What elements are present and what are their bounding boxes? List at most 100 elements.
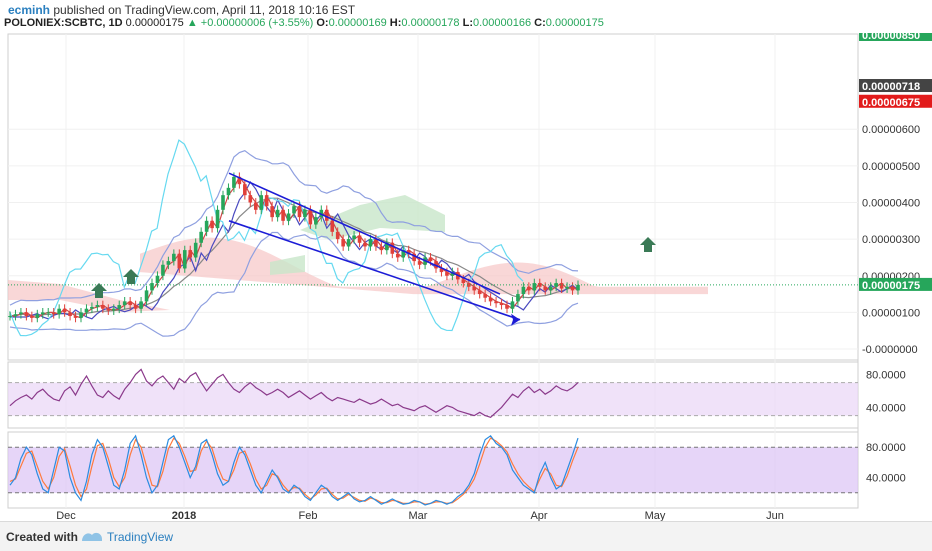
price-tag-1: 0.00000675 <box>862 97 920 109</box>
candle-body <box>221 195 225 210</box>
candle-body <box>106 308 111 311</box>
candle-body <box>335 231 340 240</box>
price-tag-2: 0.00000175 <box>862 280 920 292</box>
open-label: O: <box>316 17 329 29</box>
candle-body <box>466 283 471 287</box>
wedge-arrow-head <box>511 313 520 326</box>
candle-body <box>379 246 384 251</box>
close-value: 0.00000175 <box>545 17 604 29</box>
ichimoku-cloud-red <box>140 237 708 295</box>
candle-body <box>155 275 160 284</box>
candle-body <box>576 284 580 291</box>
y-tick-label: 0.00000400 <box>862 197 920 209</box>
last-price: 0.00000175 <box>125 17 184 29</box>
stoch-tick-label: 40.0000 <box>866 473 906 485</box>
candle-body <box>286 213 291 221</box>
stoch-tick-label: 80.0000 <box>866 442 906 454</box>
candle-body <box>357 235 362 243</box>
candle-body <box>57 308 61 315</box>
candle-body <box>543 286 548 291</box>
candle-body <box>68 312 72 317</box>
stoch-d-line <box>9 437 579 505</box>
close-label: C: <box>534 17 546 29</box>
candle-body <box>292 206 296 214</box>
candle-body <box>324 209 329 221</box>
price-tag-0-bg <box>859 79 932 93</box>
candle-body <box>237 176 242 185</box>
candle-body <box>346 239 351 247</box>
target-arrow-icon <box>640 237 656 252</box>
y-tick-label: -0.0000000 <box>862 344 918 356</box>
candle-body <box>439 268 444 273</box>
price-tag-1-bg <box>859 94 932 108</box>
price-change: ▲ +0.00000006 (+3.55%) <box>186 17 314 29</box>
candle-body <box>281 209 285 221</box>
candle-body <box>308 209 313 225</box>
price-tag-top: 0.00000850 <box>862 30 920 42</box>
candle-body <box>215 209 220 229</box>
candle-body <box>111 308 116 311</box>
x-tick-label: Mar <box>409 510 428 522</box>
candle-body <box>73 316 78 318</box>
candle-body <box>46 312 51 314</box>
buy-arrow-icon <box>91 283 107 298</box>
candle-body <box>248 195 253 203</box>
candle-body <box>363 242 367 247</box>
tradingview-link[interactable]: TradingView <box>107 530 174 544</box>
stoch-band <box>8 447 858 493</box>
candle-body <box>24 312 29 317</box>
candle-body <box>330 220 335 232</box>
symbol-label: POLONIEX:SCBTC, 1D <box>4 17 123 29</box>
candle-body <box>499 303 504 306</box>
candle-body <box>8 316 12 318</box>
candle-body <box>51 312 56 315</box>
candle-body <box>150 283 154 291</box>
candle-body <box>570 286 575 291</box>
candle-body <box>390 242 395 254</box>
candle-body <box>122 301 127 306</box>
wedge-upper-line <box>228 172 501 295</box>
candle-body <box>494 301 498 304</box>
open-value: 0.00000169 <box>328 17 387 29</box>
y-tick-label: 0.00000500 <box>862 161 920 173</box>
high-value: 0.00000178 <box>401 17 460 29</box>
author-name[interactable]: ecminh <box>8 3 51 17</box>
buy-arrow-icon <box>123 269 139 284</box>
bollinger-lower <box>9 231 579 337</box>
candle-body <box>199 231 203 243</box>
candle-body <box>79 312 83 318</box>
candle-body <box>521 286 526 295</box>
bollinger-upper <box>9 150 579 306</box>
rsi-tick-label: 80.0000 <box>866 369 906 381</box>
wedge-lower-line <box>228 220 521 321</box>
candle-body <box>90 306 94 309</box>
publish-info: published on TradingView.com, April 11, … <box>53 3 356 17</box>
candle-body <box>193 242 198 258</box>
candle-body <box>472 286 477 291</box>
candle-body <box>374 239 378 247</box>
candle-body <box>303 209 307 218</box>
candle-body <box>297 206 302 218</box>
ichimoku-cloud-green-small <box>270 255 305 275</box>
candle-body <box>62 308 67 313</box>
candle-body <box>84 308 89 313</box>
candle-body <box>95 305 100 307</box>
candle-body <box>417 261 422 265</box>
candle-body <box>314 217 318 225</box>
candle-body <box>30 316 34 318</box>
candle-body <box>412 253 416 262</box>
x-tick-label: Jun <box>766 510 784 522</box>
candle-body <box>182 250 187 269</box>
footer: Created with TradingView <box>0 521 932 551</box>
candle-body <box>532 283 537 291</box>
rsi-tick-label: 40.0000 <box>866 402 906 414</box>
candle-body <box>510 301 515 309</box>
candle-body <box>101 305 105 309</box>
candle-body <box>166 261 171 265</box>
candle-body <box>368 239 373 247</box>
candle-body <box>177 253 182 269</box>
y-tick-label: 0.00000100 <box>862 307 920 319</box>
candle-body <box>161 264 165 276</box>
y-tick-label: 0.00000300 <box>862 234 920 246</box>
